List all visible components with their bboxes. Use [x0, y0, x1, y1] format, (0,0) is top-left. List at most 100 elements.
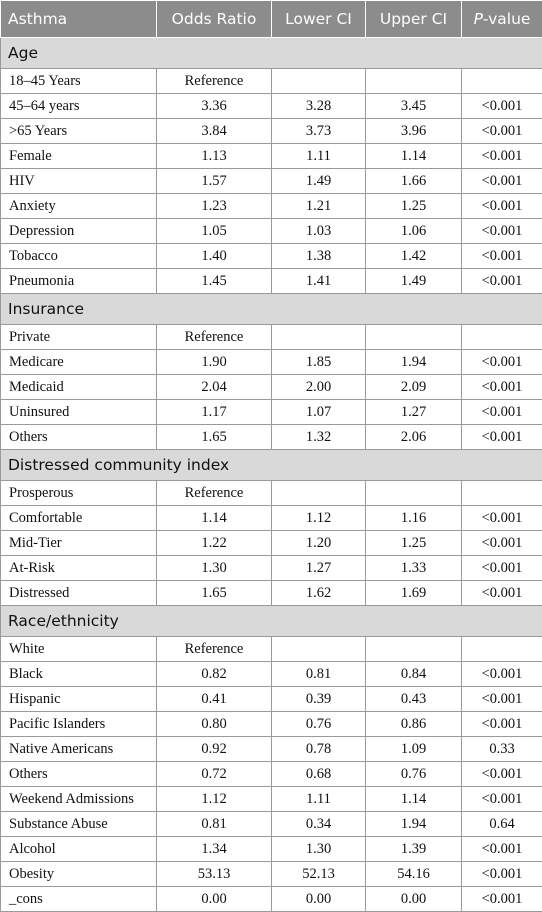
odds-ratio-cell: 0.80	[157, 712, 272, 737]
odds-ratio-cell: 1.90	[157, 350, 272, 375]
odds-ratio-cell: 3.84	[157, 119, 272, 144]
upper-ci-cell: 1.25	[366, 531, 462, 556]
lower-ci-cell: 1.62	[272, 581, 366, 606]
lower-ci-cell: 1.32	[272, 425, 366, 450]
upper-ci-cell: 54.16	[366, 862, 462, 887]
odds-ratio-cell: 0.00	[157, 887, 272, 912]
lower-ci-cell: 1.20	[272, 531, 366, 556]
row-label: HIV	[1, 169, 157, 194]
upper-ci-cell: 1.39	[366, 837, 462, 862]
odds-ratio-cell: 0.72	[157, 762, 272, 787]
row-label: Hispanic	[1, 687, 157, 712]
row-label: Uninsured	[1, 400, 157, 425]
upper-ci-cell: 1.09	[366, 737, 462, 762]
lower-ci-cell	[272, 69, 366, 94]
row-label: Distressed	[1, 581, 157, 606]
p-value-cell	[462, 325, 542, 350]
lower-ci-cell: 0.78	[272, 737, 366, 762]
section-header-row: Age	[1, 38, 542, 69]
lower-ci-cell	[272, 481, 366, 506]
section-title: Insurance	[1, 294, 542, 325]
odds-ratio-cell: 1.65	[157, 425, 272, 450]
upper-ci-cell: 1.42	[366, 244, 462, 269]
upper-ci-cell	[366, 481, 462, 506]
lower-ci-cell: 3.73	[272, 119, 366, 144]
lower-ci-cell: 1.21	[272, 194, 366, 219]
p-value-cell: <0.001	[462, 400, 542, 425]
odds-ratio-cell: 1.17	[157, 400, 272, 425]
odds-ratio-cell: Reference	[157, 69, 272, 94]
row-label: Weekend Admissions	[1, 787, 157, 812]
section-header-row: Distressed community index	[1, 450, 542, 481]
upper-ci-cell: 0.43	[366, 687, 462, 712]
upper-ci-cell: 0.86	[366, 712, 462, 737]
upper-ci-cell: 1.94	[366, 350, 462, 375]
row-label: Depression	[1, 219, 157, 244]
p-value-cell: <0.001	[462, 787, 542, 812]
section-title: Age	[1, 38, 542, 69]
row-label: _cons	[1, 887, 157, 912]
p-value-cell	[462, 69, 542, 94]
p-value-cell: <0.001	[462, 194, 542, 219]
upper-ci-cell	[366, 69, 462, 94]
upper-ci-cell: 1.25	[366, 194, 462, 219]
lower-ci-cell: 1.27	[272, 556, 366, 581]
upper-ci-cell: 1.14	[366, 787, 462, 812]
upper-ci-cell: 1.69	[366, 581, 462, 606]
odds-ratio-cell: Reference	[157, 481, 272, 506]
lower-ci-cell	[272, 637, 366, 662]
odds-ratio-cell: 1.45	[157, 269, 272, 294]
row-label: Pacific Islanders	[1, 712, 157, 737]
row-label: Prosperous	[1, 481, 157, 506]
row-label: At-Risk	[1, 556, 157, 581]
row-label: White	[1, 637, 157, 662]
section-header-row: Insurance	[1, 294, 542, 325]
p-value-cell: <0.001	[462, 244, 542, 269]
p-value-cell: 0.64	[462, 812, 542, 837]
lower-ci-cell: 3.28	[272, 94, 366, 119]
row-label: Black	[1, 662, 157, 687]
p-value-cell: <0.001	[462, 581, 542, 606]
odds-ratio-cell: 1.23	[157, 194, 272, 219]
header-p-letter: P	[474, 10, 483, 28]
header-p-suffix: -value	[483, 10, 531, 28]
p-value-cell: <0.001	[462, 269, 542, 294]
upper-ci-cell: 2.09	[366, 375, 462, 400]
upper-ci-cell: 1.16	[366, 506, 462, 531]
row-label: Private	[1, 325, 157, 350]
row-label: Substance Abuse	[1, 812, 157, 837]
p-value-cell: <0.001	[462, 506, 542, 531]
header-row: Asthma Odds Ratio Lower CI Upper CI P-va…	[1, 1, 542, 38]
upper-ci-cell: 0.00	[366, 887, 462, 912]
odds-ratio-cell: 1.34	[157, 837, 272, 862]
upper-ci-cell: 1.94	[366, 812, 462, 837]
lower-ci-cell: 2.00	[272, 375, 366, 400]
row-label: Mid-Tier	[1, 531, 157, 556]
header-lower-ci: Lower CI	[272, 1, 366, 38]
row-label: 45–64 years	[1, 94, 157, 119]
upper-ci-cell: 1.49	[366, 269, 462, 294]
p-value-cell: <0.001	[462, 169, 542, 194]
p-value-cell: 0.33	[462, 737, 542, 762]
section-title: Distressed community index	[1, 450, 542, 481]
odds-ratio-cell: Reference	[157, 325, 272, 350]
p-value-cell: <0.001	[462, 862, 542, 887]
lower-ci-cell: 0.34	[272, 812, 366, 837]
header-odds-ratio: Odds Ratio	[157, 1, 272, 38]
row-label: Medicaid	[1, 375, 157, 400]
p-value-cell: <0.001	[462, 375, 542, 400]
